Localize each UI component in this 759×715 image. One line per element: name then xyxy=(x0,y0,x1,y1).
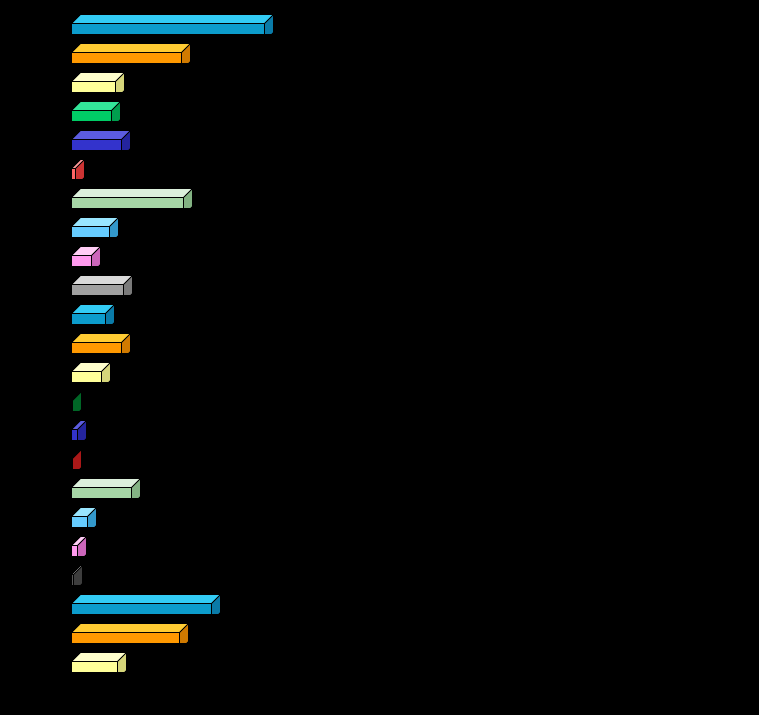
bar-front-face xyxy=(71,516,88,527)
bar-21 xyxy=(71,614,190,643)
bar-side-face xyxy=(131,477,141,498)
bar-front-face xyxy=(71,23,265,34)
bar-side-face xyxy=(72,448,82,469)
bar-top-face xyxy=(71,130,132,140)
bar-front-face xyxy=(71,603,212,614)
bar-top-face xyxy=(71,188,194,198)
bar-side-face xyxy=(121,129,131,150)
bar-side-face xyxy=(109,216,119,237)
bar-top-face xyxy=(71,333,132,343)
bar-22 xyxy=(71,643,128,672)
bar-front-face xyxy=(71,110,112,121)
bar-6 xyxy=(71,179,194,208)
bar-0 xyxy=(71,5,275,34)
bar-front-face xyxy=(71,284,124,295)
bar-front-face xyxy=(71,400,73,411)
bar-20 xyxy=(71,585,222,614)
bar-front-face xyxy=(71,661,118,672)
bar-front-face xyxy=(71,52,182,63)
bar-18 xyxy=(71,527,88,556)
bar-front-face xyxy=(71,313,106,324)
bar-top-face xyxy=(71,478,142,488)
bar-17 xyxy=(71,498,98,527)
bar-side-face xyxy=(117,651,127,672)
bar-19 xyxy=(71,556,84,585)
bar-front-face xyxy=(71,255,92,266)
bar-top-face xyxy=(71,594,222,604)
bar-front-face xyxy=(71,139,122,150)
bar-side-face xyxy=(77,419,87,440)
bar-8 xyxy=(71,237,102,266)
bar-15 xyxy=(71,440,83,469)
bar-2 xyxy=(71,63,126,92)
bar-10 xyxy=(71,295,116,324)
bar-side-face xyxy=(101,361,111,382)
bar-front-face xyxy=(71,487,132,498)
bar-side-face xyxy=(105,303,115,324)
bar-side-face xyxy=(72,390,82,411)
bar-top-face xyxy=(71,14,275,24)
bar-side-face xyxy=(115,71,125,92)
bar-side-face xyxy=(211,593,221,614)
bar-side-face xyxy=(183,187,193,208)
bar-side-face xyxy=(91,245,101,266)
bar-5 xyxy=(71,150,86,179)
bar-front-face xyxy=(71,226,110,237)
bar-front-face xyxy=(71,429,78,440)
bar-3 xyxy=(71,92,122,121)
bar-front-face xyxy=(71,342,122,353)
bar-7 xyxy=(71,208,120,237)
bar-front-face xyxy=(71,574,74,585)
bar-side-face xyxy=(111,100,121,121)
bar-front-face xyxy=(71,81,116,92)
bar-top-face xyxy=(71,43,192,53)
bar-9 xyxy=(71,266,134,295)
bar-side-face xyxy=(75,158,85,179)
bar-side-face xyxy=(123,274,133,295)
bar-front-face xyxy=(71,545,78,556)
bar-top-face xyxy=(71,623,190,633)
bar-4 xyxy=(71,121,132,150)
bar-13 xyxy=(71,382,83,411)
bar-side-face xyxy=(87,506,97,527)
bar-front-face xyxy=(71,458,73,469)
bar-side-face xyxy=(179,622,189,643)
bar-side-face xyxy=(181,42,191,63)
bar-side-face xyxy=(121,332,131,353)
bar-14 xyxy=(71,411,88,440)
bar-top-face xyxy=(71,275,134,285)
bar-front-face xyxy=(71,371,102,382)
bar-16 xyxy=(71,469,142,498)
bar-front-face xyxy=(71,168,76,179)
bar-side-face xyxy=(73,564,83,585)
bar-side-face xyxy=(264,13,274,34)
bar-front-face xyxy=(71,632,180,643)
bar-12 xyxy=(71,353,112,382)
bar-side-face xyxy=(77,535,87,556)
bar-front-face xyxy=(71,197,184,208)
bar-11 xyxy=(71,324,132,353)
bar-1 xyxy=(71,34,192,63)
